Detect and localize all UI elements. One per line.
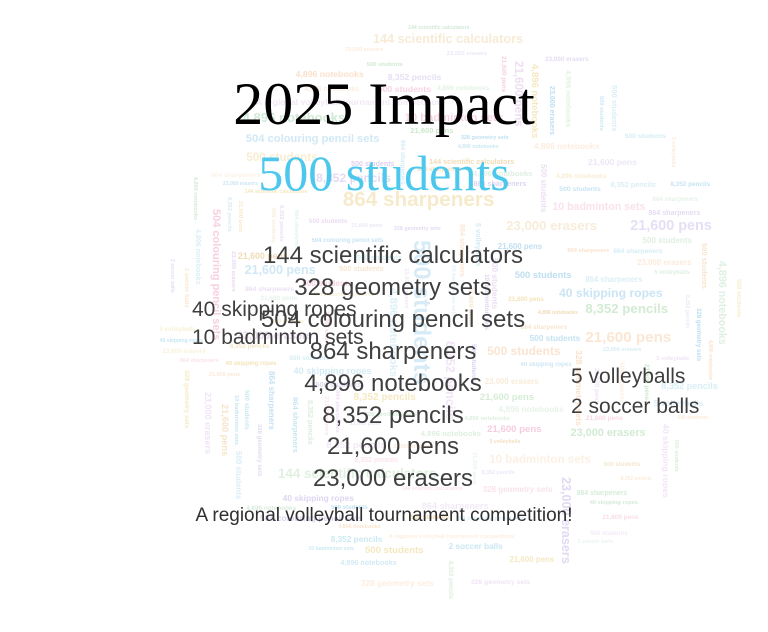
stat-item: 504 colouring pencil sets (260, 305, 526, 333)
word-cloud-word: 2 soccer balls (448, 541, 503, 551)
word-cloud-word: 328 geometry sets (470, 578, 531, 586)
word-cloud-word: 21,600 pens (351, 222, 383, 229)
stat-item: 40 skipping ropes (192, 298, 357, 321)
word-cloud-word: 23,000 erasers (545, 56, 589, 64)
word-cloud-word: 10 badminton sets (308, 546, 354, 553)
word-cloud-word: 8,352 pencils (447, 560, 455, 599)
word-cloud-word: 8,352 pencils (225, 196, 232, 232)
word-cloud-word: 500 students (589, 529, 628, 537)
word-cloud-word: 21,600 pens (236, 200, 243, 233)
stat-item: 4,896 notebooks (304, 369, 482, 397)
footer-caption: A regional volleyball tournament competi… (195, 505, 573, 526)
word-cloud-word: 23,000 erasers (446, 50, 488, 57)
word-cloud-word: A regional volleyball tournament competi… (388, 533, 515, 540)
word-cloud-word: 10 badminton sets (552, 200, 646, 213)
word-cloud-word: 21,600 pens (630, 218, 712, 235)
word-cloud-word: 500 students (364, 545, 424, 557)
page-title: 2025 Impact (233, 71, 535, 137)
word-cloud-word: 21,600 pens (509, 554, 555, 564)
stat-item: 23,000 erasers (312, 465, 474, 493)
word-cloud-word: 864 sharpeners (648, 209, 701, 218)
stat-item: 144 scientific calculators (262, 242, 524, 269)
stat-item: 328 geometry sets (294, 273, 492, 301)
right-stats-list: 5 volleyballs 2 soccer balls (571, 362, 699, 423)
stat-item: 21,600 pens (326, 433, 460, 461)
word-cloud-word: 144 scientific calculators (408, 24, 470, 31)
stat-item: 5 volleyballs (571, 365, 686, 388)
word-cloud-word: 8,352 pencils (330, 533, 383, 544)
word-cloud-word: 23,000 erasers (345, 46, 384, 53)
word-cloud-word: 328 geometry sets (360, 578, 434, 589)
stat-item: 2 soccer balls (571, 395, 700, 419)
word-cloud-word: 500 students (308, 218, 348, 226)
word-cloud-word: 8,352 pencils (277, 204, 284, 242)
main-stats-list: 144 scientific calculators 328 geometry s… (0, 240, 768, 495)
page-subtitle: 500 students (258, 145, 510, 201)
left-stats-list: 40 skipping ropes 10 badminton sets (192, 296, 364, 353)
word-cloud-word: 144 scientific calculators (372, 31, 524, 46)
word-cloud-word: 40 skipping ropes (282, 493, 354, 504)
stat-item: 864 sharpeners (309, 337, 477, 365)
stat-item: 8,352 pencils (322, 401, 464, 429)
word-cloud-word: 4,896 notebooks (340, 558, 397, 568)
word-cloud-word: 500 students (624, 133, 667, 141)
stat-item: 10 badminton sets (192, 326, 364, 350)
word-cloud-word: 23,000 erasers (506, 217, 598, 233)
word-cloud-word: 2 soccer balls (577, 539, 614, 546)
word-cloud-word: 500 students (366, 61, 403, 68)
word-cloud-word: 328 geometry sets (393, 225, 441, 232)
word-cloud-word: 500 students (270, 207, 277, 243)
